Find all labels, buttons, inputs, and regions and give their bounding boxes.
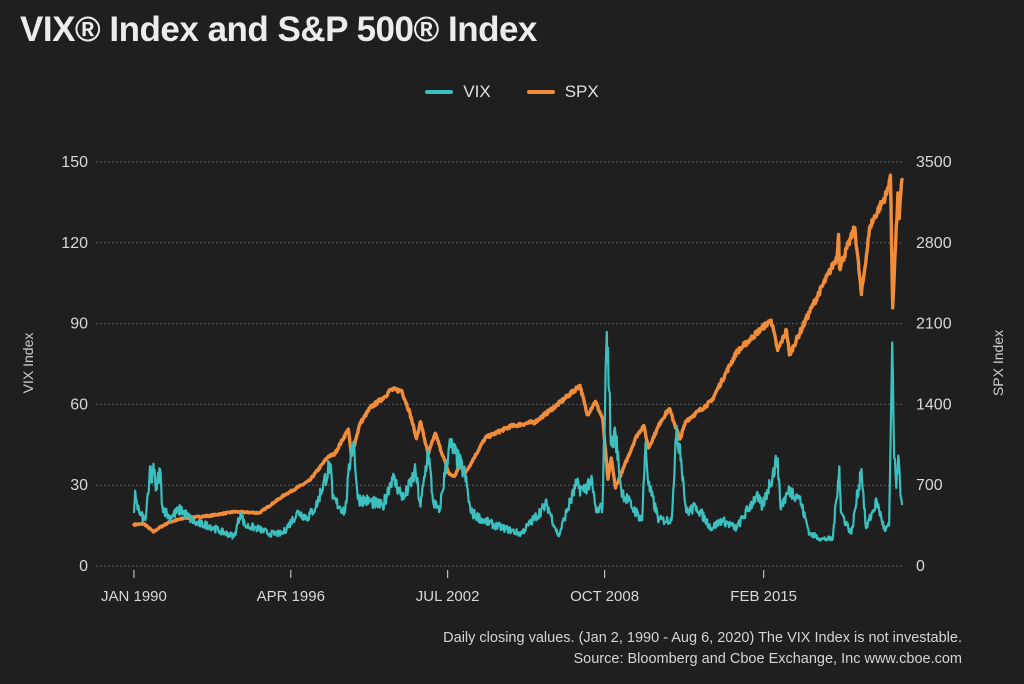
x-tick-label: APR 1996	[257, 588, 325, 605]
legend-item-vix: VIX	[425, 82, 491, 102]
legend-label-vix: VIX	[463, 82, 491, 101]
left-axis-ticks: 0 30 60 90 120 150	[61, 154, 88, 575]
x-tick-label: OCT 2008	[570, 588, 639, 605]
series-line-spx	[132, 173, 904, 534]
series-line-vix	[132, 330, 904, 542]
left-tick-label: 30	[70, 477, 88, 494]
legend-label-spx: SPX	[564, 82, 599, 101]
left-tick-label: 90	[70, 316, 88, 333]
x-tick-label: JAN 1990	[101, 588, 167, 605]
series-layer	[132, 173, 904, 542]
right-axis-ticks: 0 700 1400 2100 2800 3500	[916, 154, 952, 575]
footnote-line-2: Source: Bloomberg and Cboe Exchange, Inc…	[573, 651, 963, 667]
chart-title: VIX® Index and S&P 500® Index	[20, 10, 537, 49]
right-tick-label: 2800	[916, 235, 952, 252]
left-axis-label: VIX Index	[20, 333, 36, 394]
legend-swatch-vix	[425, 90, 454, 94]
left-tick-label: 0	[79, 558, 88, 575]
x-tick-label: JUL 2002	[416, 588, 480, 605]
right-tick-label: 1400	[916, 396, 952, 413]
left-tick-label: 120	[61, 235, 88, 252]
legend-item-spx: SPX	[526, 82, 599, 102]
right-tick-label: 700	[916, 477, 943, 494]
x-axis-ticks: JAN 1990 APR 1996 JUL 2002 OCT 2008 FEB 2015	[101, 570, 797, 605]
right-axis-label: SPX Index	[990, 330, 1006, 396]
right-tick-label: 3500	[916, 154, 952, 171]
right-tick-label: 2100	[916, 316, 952, 333]
right-tick-label: 0	[916, 558, 925, 575]
left-tick-label: 150	[61, 154, 88, 171]
legend: VIX SPX	[0, 82, 1024, 102]
footnote-line-1: Daily closing values. (Jan 2, 1990 - Aug…	[443, 630, 962, 646]
x-tick-label: FEB 2015	[730, 588, 797, 605]
left-tick-label: 60	[70, 396, 88, 413]
legend-swatch-spx	[526, 90, 555, 94]
